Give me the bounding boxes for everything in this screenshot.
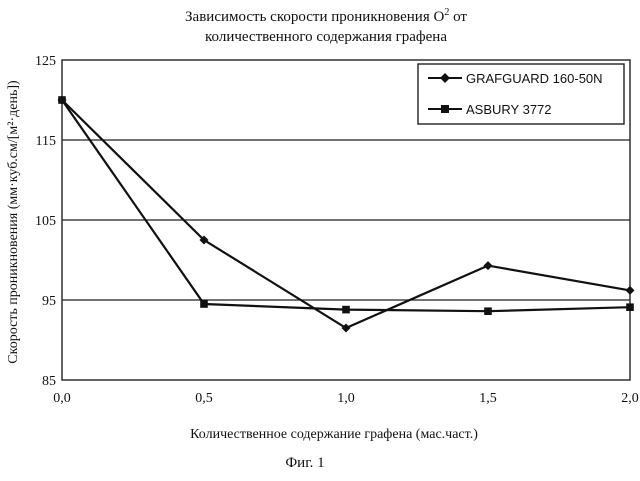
y-tick-labels: 85 95 105 115 125 (35, 54, 56, 389)
data-point-square (58, 96, 66, 104)
series-line-1 (61, 99, 631, 330)
figure-caption: Фиг. 1 (285, 455, 324, 471)
legend-box (417, 63, 625, 125)
chart-title-line2: количественного содержания графена (205, 29, 447, 45)
legend-marker-square (441, 105, 449, 113)
data-point-square (626, 303, 634, 311)
x-tick-label: 2,0 (621, 391, 639, 406)
y-tick-label: 125 (35, 54, 56, 69)
data-point-diamond (199, 235, 209, 245)
x-tick-label: 0,5 (195, 391, 213, 406)
legend-label-grafguard: GRAFGUARD 160-50N (466, 71, 603, 86)
data-point-square (200, 300, 208, 308)
grid-lines (62, 139, 630, 301)
y-tick-label: 115 (36, 134, 56, 149)
data-point-diamond (625, 285, 635, 295)
data-point-square (484, 307, 492, 315)
series-group (57, 95, 635, 333)
x-axis-label: Количественное содержание графена (мас.ч… (190, 427, 478, 442)
data-point-diamond (341, 323, 351, 333)
x-tick-label: 1,0 (337, 391, 355, 406)
data-point-square (342, 305, 350, 314)
y-axis-label: Скорость проникновения (мм·куб.см/[м²·де… (6, 80, 21, 364)
x-tick-label: 0,0 (53, 391, 71, 406)
x-tick-labels: 0,0 0,5 1,0 1,5 2,0 (53, 391, 639, 406)
x-tick-label: 1,5 (479, 391, 497, 406)
legend: GRAFGUARD 160-50N ASBURY 3772 (417, 63, 625, 125)
y-tick-label: 85 (42, 374, 56, 389)
data-point-diamond (483, 261, 493, 271)
series-line-2 (61, 99, 631, 313)
chart-title-line1: Зависимость скорости проникновения O2 от (185, 7, 467, 25)
y-tick-label: 105 (35, 214, 56, 229)
y-tick-label: 95 (42, 294, 56, 309)
legend-label-asbury: ASBURY 3772 (466, 102, 552, 117)
legend-marker-diamond (440, 73, 450, 83)
